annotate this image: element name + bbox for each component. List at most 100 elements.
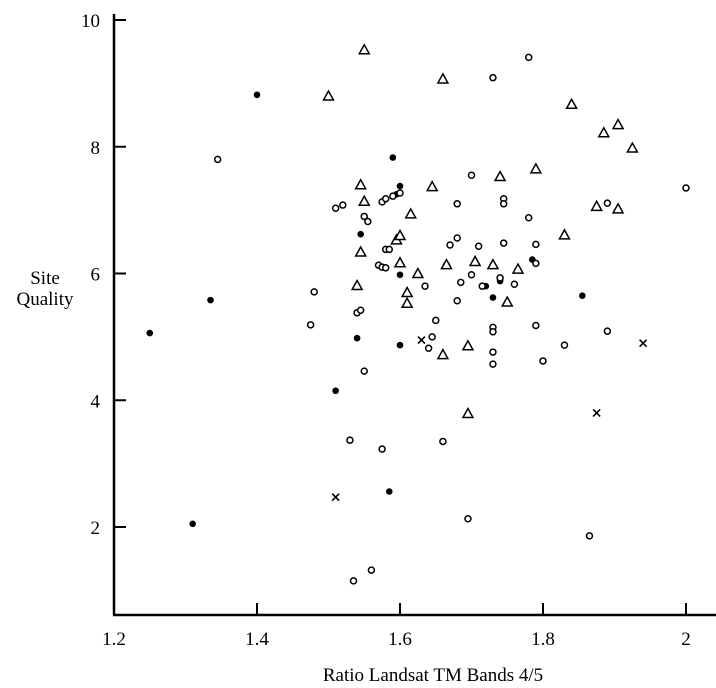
open-circle-point [346, 436, 354, 444]
cross-point [639, 339, 648, 348]
open-circle-point [453, 297, 461, 305]
open-circle-point [439, 437, 447, 446]
open-circle-point [432, 316, 440, 325]
open-circle-point [310, 288, 318, 296]
cross-point [417, 335, 426, 345]
triangle-point [493, 169, 507, 182]
open-circle-point [499, 200, 508, 208]
filled-circle-point [253, 91, 261, 99]
x-tick-label: 1.4 [245, 629, 269, 650]
triangle-point [565, 97, 578, 110]
filled-circle-point [396, 341, 404, 349]
x-tick-label: 2 [681, 629, 691, 650]
triangle-point [436, 72, 450, 84]
open-circle-point [364, 217, 372, 226]
x-tick-label: 1.6 [388, 629, 412, 650]
x-tick-label: 1.8 [531, 629, 555, 650]
open-circle-point [349, 577, 358, 585]
x-axis-title: Ratio Landsat TM Bands 4/5 [323, 665, 543, 686]
triangle-point [404, 207, 417, 219]
triangle-point [357, 43, 371, 55]
triangle-point [350, 278, 364, 291]
open-circle-point [603, 199, 612, 207]
open-circle-point [603, 327, 612, 335]
triangle-point [357, 194, 371, 207]
open-circle-point [213, 155, 222, 164]
y-axis-title-line2: Quality [17, 289, 74, 310]
y-tick-label: 6 [91, 265, 101, 286]
triangle-point [626, 141, 639, 153]
filled-circle-point [353, 334, 361, 342]
open-circle-point [524, 213, 533, 222]
open-circle-point [532, 240, 540, 249]
triangle-point [354, 245, 367, 257]
open-circle-point [539, 357, 547, 365]
y-tick-label: 8 [91, 138, 101, 159]
filled-circle-point [385, 488, 393, 495]
triangle-point [486, 258, 500, 270]
open-circle-point [682, 184, 690, 192]
filled-circle-point [389, 154, 397, 161]
triangle-point [425, 180, 439, 192]
open-circle-point [489, 328, 497, 336]
y-tick-label: 10 [81, 11, 100, 32]
open-circle-point [446, 241, 454, 249]
triangle-point [322, 89, 335, 101]
triangle-point [597, 126, 611, 138]
open-circle-point [381, 194, 390, 203]
open-circle-point [385, 245, 394, 254]
y-axis-title-line1: Site [30, 268, 60, 289]
filled-circle-point [332, 387, 339, 395]
filled-circle-point [396, 182, 404, 190]
filled-circle-point [189, 520, 196, 528]
y-tick-label: 2 [91, 518, 101, 539]
open-circle-point [331, 204, 340, 212]
open-circle-point [499, 239, 508, 247]
open-circle-point [421, 282, 429, 290]
triangle-point [468, 254, 482, 267]
open-circle-point [424, 344, 433, 353]
filled-circle-point [207, 296, 214, 304]
triangle-point [590, 199, 603, 212]
open-circle-point [339, 201, 347, 209]
open-circle-point [560, 341, 569, 349]
open-circle-point [585, 532, 594, 540]
triangle-point [400, 285, 414, 298]
triangle-point [393, 228, 407, 241]
open-circle-point [467, 171, 476, 180]
triangle-point [461, 339, 475, 351]
filled-circle-point [357, 230, 364, 238]
open-circle-point [381, 264, 390, 272]
open-circle-point [389, 192, 397, 200]
open-circle-point [453, 200, 461, 208]
open-circle-point [524, 53, 533, 62]
open-circle-point [306, 321, 315, 329]
triangle-point [611, 118, 625, 130]
open-circle-point [467, 271, 476, 279]
triangle-point [500, 295, 514, 307]
open-circle-point [510, 280, 519, 289]
filled-circle-point [489, 294, 497, 301]
open-circle-point [453, 234, 461, 242]
triangle-point [393, 256, 407, 268]
triangle-point [411, 266, 425, 279]
triangle-point [436, 348, 450, 360]
data-points [146, 43, 690, 585]
triangle-point [511, 262, 525, 274]
filled-circle-point [579, 292, 586, 299]
x-tick-label: 1.2 [102, 629, 126, 650]
triangle-point [461, 407, 475, 419]
open-circle-point [360, 212, 368, 221]
open-circle-point [428, 333, 436, 341]
plot-frame [112, 14, 716, 617]
cross-point [331, 493, 340, 502]
triangle-point [440, 258, 453, 270]
open-circle-point [532, 321, 540, 330]
filled-circle-point [396, 271, 404, 279]
open-circle-point [396, 189, 404, 197]
triangle-point [611, 202, 625, 214]
open-circle-point [532, 259, 540, 268]
triangle-point [354, 178, 367, 190]
open-circle-point [478, 282, 486, 290]
